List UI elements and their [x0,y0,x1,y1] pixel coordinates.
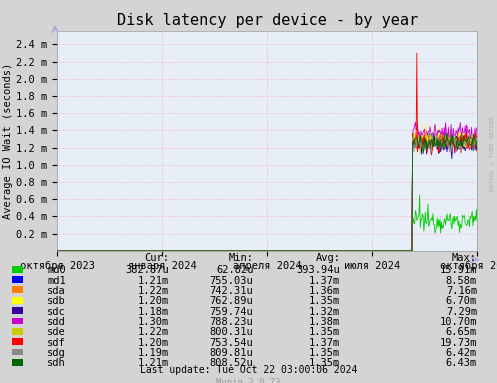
Text: Last update: Tue Oct 22 03:00:06 2024: Last update: Tue Oct 22 03:00:06 2024 [140,365,357,375]
Text: sdf: sdf [47,338,66,348]
Text: 1.22m: 1.22m [138,327,169,337]
Text: sda: sda [47,286,66,296]
Text: 1.37m: 1.37m [309,338,340,348]
Text: 809.81u: 809.81u [210,348,253,358]
Text: sdh: sdh [47,358,66,368]
Text: 6.70m: 6.70m [446,296,477,306]
Text: 393.94u: 393.94u [297,265,340,275]
Text: sdd: sdd [47,317,66,327]
Text: 1.37m: 1.37m [309,276,340,286]
Text: 1.22m: 1.22m [138,286,169,296]
Text: Munin 2.0.73: Munin 2.0.73 [216,378,281,383]
Text: 19.73m: 19.73m [440,338,477,348]
Text: sdb: sdb [47,296,66,306]
Text: 788.23u: 788.23u [210,317,253,327]
Text: 7.16m: 7.16m [446,286,477,296]
Text: sde: sde [47,327,66,337]
Text: 1.35m: 1.35m [309,348,340,358]
Text: 1.18m: 1.18m [138,307,169,317]
Text: Avg:: Avg: [316,253,340,263]
Text: Max:: Max: [452,253,477,263]
Text: 800.31u: 800.31u [210,327,253,337]
Text: 1.21m: 1.21m [138,358,169,368]
Text: 755.03u: 755.03u [210,276,253,286]
Text: 808.52u: 808.52u [210,358,253,368]
Text: 1.20m: 1.20m [138,338,169,348]
Text: 1.19m: 1.19m [138,348,169,358]
Text: 62.82u: 62.82u [216,265,253,275]
Text: 6.65m: 6.65m [446,327,477,337]
Text: 1.38m: 1.38m [309,317,340,327]
Text: 1.32m: 1.32m [309,307,340,317]
Text: Cur:: Cur: [144,253,169,263]
Text: 753.54u: 753.54u [210,338,253,348]
Text: 8.58m: 8.58m [446,276,477,286]
Text: 1.35m: 1.35m [309,358,340,368]
Text: Min:: Min: [229,253,253,263]
Text: md1: md1 [47,276,66,286]
Text: 1.30m: 1.30m [138,317,169,327]
Text: 15.91m: 15.91m [440,265,477,275]
Text: md0: md0 [47,265,66,275]
Text: 6.42m: 6.42m [446,348,477,358]
Text: 7.29m: 7.29m [446,307,477,317]
Text: 1.36m: 1.36m [309,286,340,296]
Text: 1.21m: 1.21m [138,276,169,286]
Text: 759.74u: 759.74u [210,307,253,317]
Text: sdg: sdg [47,348,66,358]
Y-axis label: Average IO Wait (seconds): Average IO Wait (seconds) [3,63,13,219]
Text: sdc: sdc [47,307,66,317]
Text: 1.35m: 1.35m [309,296,340,306]
Title: Disk latency per device - by year: Disk latency per device - by year [117,13,417,28]
Text: 742.31u: 742.31u [210,286,253,296]
Text: 762.89u: 762.89u [210,296,253,306]
Text: 10.70m: 10.70m [440,317,477,327]
Text: 1.20m: 1.20m [138,296,169,306]
Text: RDTOOL / TOBI OETKER: RDTOOL / TOBI OETKER [490,116,495,191]
Text: 6.43m: 6.43m [446,358,477,368]
Text: 382.87u: 382.87u [125,265,169,275]
Text: 1.35m: 1.35m [309,327,340,337]
